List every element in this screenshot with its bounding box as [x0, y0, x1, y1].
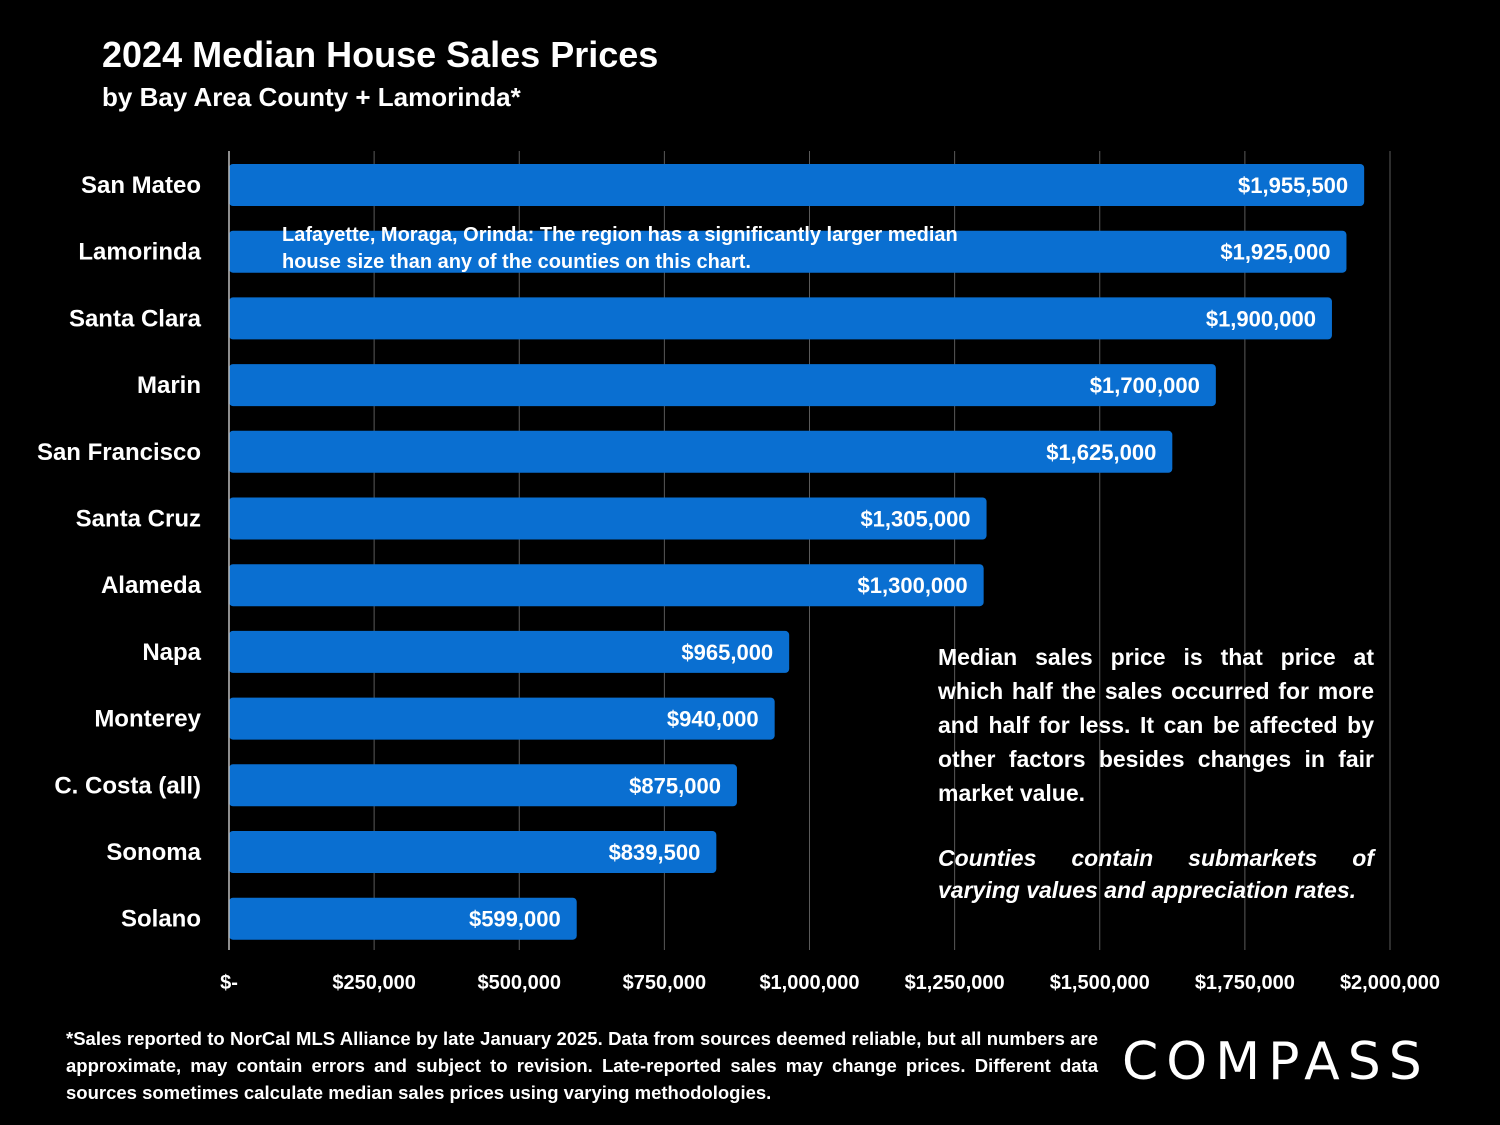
bar	[229, 297, 1332, 340]
bar	[229, 497, 987, 540]
category-label: Santa Cruz	[76, 506, 201, 533]
median-definition-note: Median sales price is that price at whic…	[938, 644, 1374, 806]
x-tick-label: $250,000	[332, 972, 415, 994]
chart-title: 2024 Median House Sales Prices	[102, 34, 659, 75]
x-tick-label: $1,500,000	[1050, 972, 1150, 994]
bar	[229, 697, 775, 740]
category-label: C. Costa (all)	[54, 772, 201, 799]
value-label: $839,500	[609, 840, 701, 865]
bars	[229, 164, 1365, 940]
x-tick-label: $500,000	[478, 972, 561, 994]
category-label: Sonoma	[106, 839, 201, 866]
bar-chart: San Mateo Lamorinda Santa Clara Marin San Fr…	[37, 151, 1440, 994]
category-label: Napa	[142, 639, 201, 666]
x-tick-label: $1,250,000	[905, 972, 1005, 994]
value-label: $1,955,500	[1238, 173, 1348, 198]
x-axis-tick-labels: $- $250,000 $500,000 $750,000 $1,000,000 $1,2…	[220, 972, 1440, 994]
category-label: Monterey	[94, 706, 201, 733]
value-label: $1,700,000	[1090, 373, 1200, 398]
value-label: $1,305,000	[860, 507, 970, 532]
value-label: $965,000	[681, 640, 773, 665]
bar	[229, 831, 717, 873]
category-label: San Mateo	[81, 172, 201, 199]
value-label: $1,900,000	[1206, 306, 1316, 331]
bar	[229, 364, 1216, 407]
bar	[229, 164, 1365, 206]
category-label: Santa Clara	[69, 305, 202, 332]
bar	[229, 630, 790, 673]
x-tick-label: $2,000,000	[1340, 972, 1440, 994]
x-tick-label: $1,750,000	[1195, 972, 1295, 994]
footnote: *Sales reported to NorCal MLS Alliance b…	[66, 1028, 1098, 1103]
category-label: San Francisco	[37, 439, 201, 466]
gridlines	[373, 151, 1391, 950]
value-label: $1,300,000	[858, 573, 968, 598]
lamorinda-annotation: Lafayette, Moraga, Orinda: The region ha…	[282, 224, 958, 273]
counties-note: Counties contain submarkets of varying v…	[938, 845, 1374, 903]
compass-logo: COMPASS	[1122, 1032, 1430, 1092]
bar	[229, 897, 577, 940]
x-tick-label: $750,000	[623, 972, 706, 994]
value-label: $1,625,000	[1046, 440, 1156, 465]
value-labels: $1,955,500 $1,925,000 $1,900,000 $1,700,000…	[469, 173, 1348, 932]
bar	[229, 764, 737, 807]
category-label: Solano	[121, 906, 201, 933]
category-label: Alameda	[101, 572, 202, 599]
bar	[229, 564, 984, 607]
bar	[229, 430, 1173, 473]
category-label: Lamorinda	[78, 239, 201, 266]
value-label: $1,925,000	[1220, 240, 1330, 265]
x-tick-label: $1,000,000	[759, 972, 859, 994]
value-label: $940,000	[667, 707, 759, 732]
bar	[229, 230, 1347, 273]
value-label: $599,000	[469, 907, 561, 932]
x-tick-label: $-	[220, 972, 238, 994]
chart-subtitle: by Bay Area County + Lamorinda*	[102, 82, 521, 112]
value-label: $875,000	[629, 773, 721, 798]
category-label: Marin	[137, 372, 201, 399]
category-labels: San Mateo Lamorinda Santa Clara Marin San Fr…	[37, 172, 202, 933]
